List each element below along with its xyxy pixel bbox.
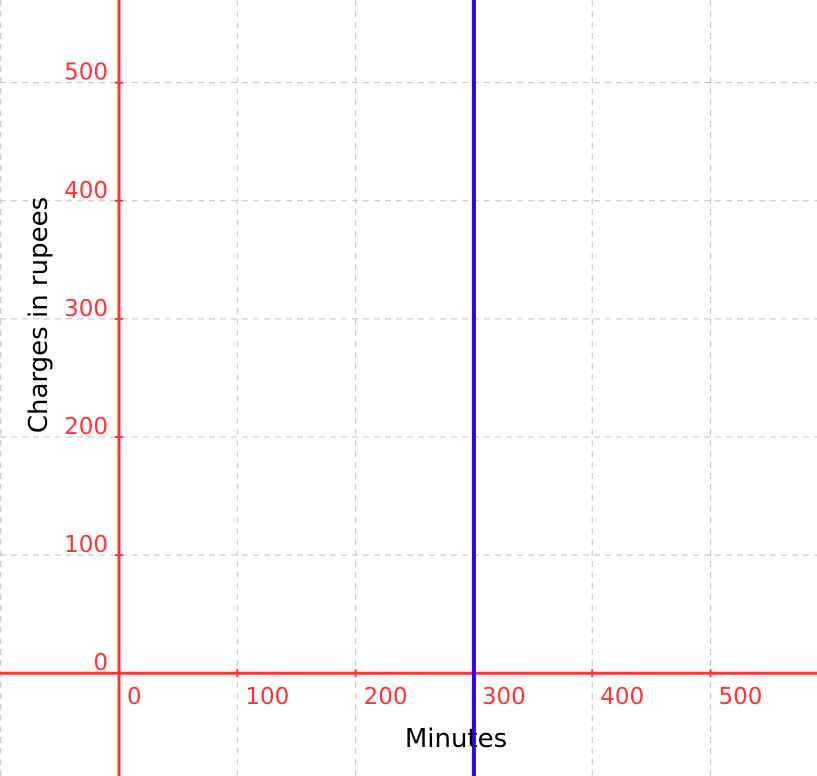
x-axis-label: Minutes bbox=[405, 724, 507, 754]
y-axis-label: Charges in rupees bbox=[24, 197, 54, 433]
y-tick-label: 100 bbox=[64, 532, 108, 558]
x-tick-label: 100 bbox=[245, 684, 289, 710]
x-tick-label: 200 bbox=[364, 684, 408, 710]
y-tick-label: 500 bbox=[64, 60, 108, 86]
x-tick-label: 300 bbox=[482, 684, 526, 710]
y-tick-label: 0 bbox=[93, 650, 108, 676]
y-tick-label: 200 bbox=[64, 414, 108, 440]
y-tick-label: 300 bbox=[64, 296, 108, 322]
x-tick-label: 400 bbox=[600, 684, 644, 710]
tick-labels: 0 100 200 300 400 500 0 100 200 300 400 500 bbox=[64, 60, 762, 711]
x-tick-label: 0 bbox=[127, 684, 142, 710]
x-tick-label: 500 bbox=[719, 684, 763, 710]
y-tick-label: 400 bbox=[64, 178, 108, 204]
